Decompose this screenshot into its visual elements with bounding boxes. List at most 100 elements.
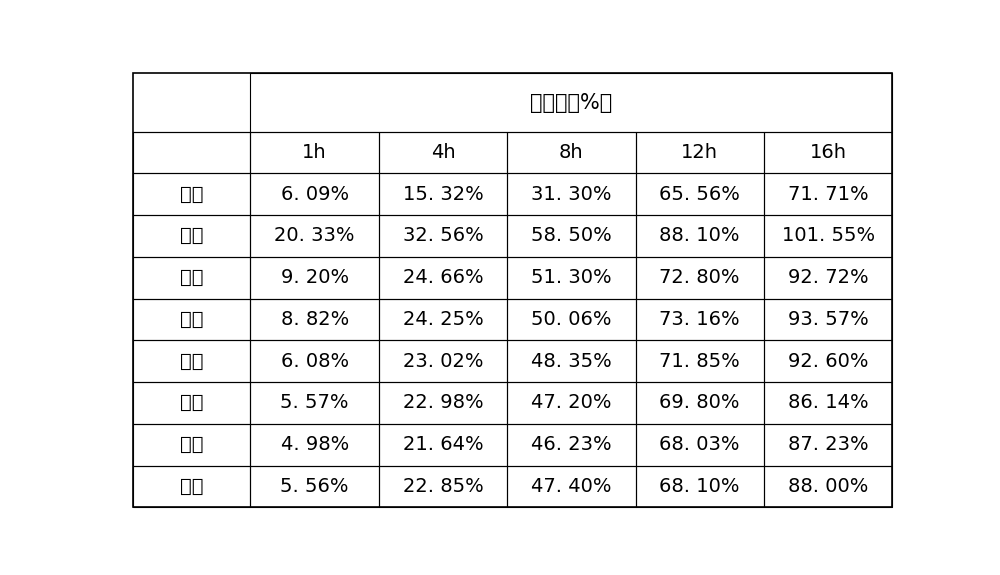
Bar bbox=[507, 382, 636, 424]
Text: 22. 98%: 22. 98% bbox=[403, 393, 483, 412]
Bar bbox=[764, 132, 892, 173]
Text: 47. 40%: 47. 40% bbox=[531, 477, 612, 496]
Text: 5. 56%: 5. 56% bbox=[280, 477, 349, 496]
Text: 例一: 例一 bbox=[180, 185, 203, 204]
Text: 31. 30%: 31. 30% bbox=[531, 185, 612, 204]
Text: 5. 57%: 5. 57% bbox=[280, 393, 349, 412]
Bar bbox=[636, 173, 764, 215]
Text: 69. 80%: 69. 80% bbox=[659, 393, 740, 412]
Text: 32. 56%: 32. 56% bbox=[403, 227, 483, 246]
Bar bbox=[379, 298, 507, 340]
Bar bbox=[507, 424, 636, 466]
Text: 72. 80%: 72. 80% bbox=[659, 268, 740, 287]
Text: 9. 20%: 9. 20% bbox=[281, 268, 349, 287]
Bar bbox=[250, 466, 379, 507]
Bar bbox=[636, 132, 764, 173]
Text: 71. 71%: 71. 71% bbox=[788, 185, 868, 204]
Bar bbox=[507, 132, 636, 173]
Bar bbox=[250, 173, 379, 215]
Text: 例四: 例四 bbox=[180, 310, 203, 329]
Bar bbox=[250, 340, 379, 382]
Bar bbox=[379, 132, 507, 173]
Bar bbox=[764, 466, 892, 507]
Text: 73. 16%: 73. 16% bbox=[659, 310, 740, 329]
Bar bbox=[379, 466, 507, 507]
Text: 例六: 例六 bbox=[180, 393, 203, 412]
Text: 6. 09%: 6. 09% bbox=[281, 185, 349, 204]
Text: 48. 35%: 48. 35% bbox=[531, 352, 612, 371]
Bar bbox=[133, 173, 250, 215]
Bar bbox=[133, 298, 250, 340]
Bar bbox=[764, 382, 892, 424]
Bar bbox=[379, 340, 507, 382]
Text: 6. 08%: 6. 08% bbox=[281, 352, 349, 371]
Text: 87. 23%: 87. 23% bbox=[788, 435, 868, 454]
Bar bbox=[764, 298, 892, 340]
Bar bbox=[507, 466, 636, 507]
Bar bbox=[507, 340, 636, 382]
Bar bbox=[379, 173, 507, 215]
Bar bbox=[250, 424, 379, 466]
Text: 20. 33%: 20. 33% bbox=[274, 227, 355, 246]
Text: 22. 85%: 22. 85% bbox=[403, 477, 483, 496]
Bar bbox=[133, 466, 250, 507]
Bar bbox=[250, 215, 379, 257]
Bar bbox=[379, 215, 507, 257]
Text: 释放度（%）: 释放度（%） bbox=[530, 93, 612, 113]
Text: 例三: 例三 bbox=[180, 268, 203, 287]
Text: 65. 56%: 65. 56% bbox=[659, 185, 740, 204]
Text: 71. 85%: 71. 85% bbox=[659, 352, 740, 371]
Text: 21. 64%: 21. 64% bbox=[403, 435, 483, 454]
Text: 101. 55%: 101. 55% bbox=[782, 227, 875, 246]
Text: 4. 98%: 4. 98% bbox=[281, 435, 349, 454]
Text: 51. 30%: 51. 30% bbox=[531, 268, 612, 287]
Text: 4h: 4h bbox=[431, 143, 455, 162]
Bar bbox=[636, 466, 764, 507]
Bar bbox=[133, 257, 250, 298]
Text: 例八: 例八 bbox=[180, 477, 203, 496]
Bar bbox=[636, 340, 764, 382]
Text: 88. 00%: 88. 00% bbox=[788, 477, 868, 496]
Bar bbox=[133, 382, 250, 424]
Text: 8. 82%: 8. 82% bbox=[281, 310, 349, 329]
Text: 47. 20%: 47. 20% bbox=[531, 393, 612, 412]
Bar bbox=[764, 424, 892, 466]
Text: 68. 03%: 68. 03% bbox=[659, 435, 740, 454]
Bar bbox=[764, 215, 892, 257]
Bar bbox=[636, 257, 764, 298]
Text: 50. 06%: 50. 06% bbox=[531, 310, 612, 329]
Bar bbox=[507, 215, 636, 257]
Bar bbox=[764, 340, 892, 382]
Text: 8h: 8h bbox=[559, 143, 584, 162]
Bar bbox=[636, 382, 764, 424]
Text: 93. 57%: 93. 57% bbox=[788, 310, 868, 329]
Text: 23. 02%: 23. 02% bbox=[403, 352, 483, 371]
Bar bbox=[250, 132, 379, 173]
Text: 68. 10%: 68. 10% bbox=[659, 477, 740, 496]
Text: 92. 72%: 92. 72% bbox=[788, 268, 868, 287]
Text: 24. 66%: 24. 66% bbox=[403, 268, 483, 287]
Text: 24. 25%: 24. 25% bbox=[403, 310, 483, 329]
Text: 例五: 例五 bbox=[180, 352, 203, 371]
Bar bbox=[133, 340, 250, 382]
Bar bbox=[133, 132, 250, 173]
Text: 88. 10%: 88. 10% bbox=[659, 227, 740, 246]
Text: 1h: 1h bbox=[302, 143, 327, 162]
Text: 16h: 16h bbox=[810, 143, 847, 162]
Bar bbox=[250, 257, 379, 298]
Text: 12h: 12h bbox=[681, 143, 718, 162]
Bar bbox=[379, 382, 507, 424]
Bar bbox=[250, 298, 379, 340]
Bar bbox=[764, 257, 892, 298]
Text: 92. 60%: 92. 60% bbox=[788, 352, 868, 371]
Bar bbox=[636, 298, 764, 340]
Text: 58. 50%: 58. 50% bbox=[531, 227, 612, 246]
Bar bbox=[507, 298, 636, 340]
Bar bbox=[133, 424, 250, 466]
Bar bbox=[507, 257, 636, 298]
Text: 15. 32%: 15. 32% bbox=[403, 185, 483, 204]
Bar bbox=[636, 215, 764, 257]
Bar bbox=[133, 215, 250, 257]
Bar bbox=[379, 424, 507, 466]
Bar bbox=[507, 173, 636, 215]
